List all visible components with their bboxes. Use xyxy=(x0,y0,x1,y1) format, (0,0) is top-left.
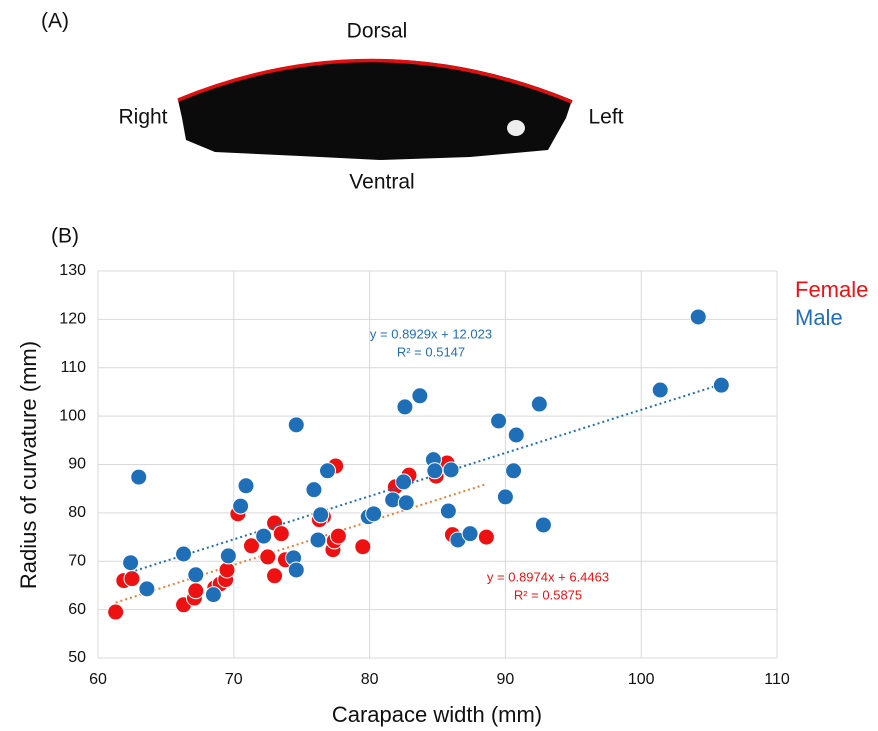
point xyxy=(478,529,494,545)
point xyxy=(188,567,204,583)
legend-entry: Female xyxy=(795,277,868,302)
y-tick-label: 130 xyxy=(59,262,86,279)
x-tick-label: 110 xyxy=(764,671,790,688)
x-axis-title: Carapace width (mm) xyxy=(332,702,542,727)
point xyxy=(508,427,524,443)
trend-equation: y = 0.8974x + 6.4463 xyxy=(487,569,609,584)
panel-label: (A) xyxy=(41,10,69,33)
point xyxy=(260,549,276,565)
point xyxy=(497,489,513,505)
y-tick-label: 120 xyxy=(59,311,86,328)
x-tick-label: 80 xyxy=(361,671,379,688)
point xyxy=(443,462,459,478)
trendline xyxy=(131,384,722,572)
point xyxy=(288,417,304,433)
point xyxy=(238,478,254,494)
point xyxy=(396,474,412,490)
point xyxy=(273,526,289,542)
y-tick-label: 60 xyxy=(68,601,86,618)
y-tick-label: 80 xyxy=(68,504,86,521)
orientation-label: Ventral xyxy=(349,171,414,194)
y-tick-label: 110 xyxy=(60,359,86,376)
x-tick-label: 70 xyxy=(225,671,243,688)
trendline xyxy=(116,484,487,603)
point xyxy=(310,532,326,548)
point xyxy=(652,382,668,398)
x-tick-label: 90 xyxy=(497,671,515,688)
point xyxy=(233,498,249,514)
carapace-image xyxy=(178,59,572,160)
orientation-label: Dorsal xyxy=(347,20,408,43)
point xyxy=(427,463,443,479)
legend-entry: Male xyxy=(795,305,843,330)
trend-r2: R² = 0.5875 xyxy=(514,587,582,602)
point xyxy=(397,399,413,415)
point xyxy=(306,482,322,498)
point xyxy=(219,562,235,578)
point xyxy=(531,396,547,412)
point xyxy=(131,469,147,485)
point xyxy=(320,463,336,479)
point xyxy=(690,309,706,325)
point xyxy=(398,495,414,511)
point xyxy=(506,463,522,479)
point xyxy=(440,503,456,519)
x-tick-label: 60 xyxy=(89,671,107,688)
y-tick-label: 50 xyxy=(68,649,86,666)
orientation-label: Right xyxy=(118,106,167,129)
point xyxy=(188,583,204,599)
point xyxy=(366,506,382,522)
point xyxy=(355,539,371,555)
panel-label: (B) xyxy=(51,225,79,248)
y-tick-label: 90 xyxy=(68,456,86,473)
point xyxy=(412,388,428,404)
point xyxy=(205,587,221,603)
point xyxy=(176,546,192,562)
y-tick-label: 100 xyxy=(59,407,86,424)
point xyxy=(462,526,478,542)
point xyxy=(535,517,551,533)
orientation-label: Left xyxy=(588,106,623,129)
trend-r2: R² = 0.5147 xyxy=(397,344,465,359)
point xyxy=(108,604,124,620)
point xyxy=(267,568,283,584)
point xyxy=(491,413,507,429)
point xyxy=(713,377,729,393)
y-tick-label: 70 xyxy=(68,552,86,569)
point xyxy=(124,571,140,587)
point xyxy=(139,581,155,597)
x-tick-label: 100 xyxy=(628,671,655,688)
point xyxy=(288,562,304,578)
point xyxy=(220,548,236,564)
point xyxy=(330,528,346,544)
point xyxy=(256,528,272,544)
point xyxy=(123,555,139,571)
figure: (A) Dorsal Right Left Ventral (B) Carapa… xyxy=(0,0,878,731)
point xyxy=(313,507,329,523)
y-axis-title: Radius of curvature (mm) xyxy=(16,341,41,589)
trend-equation: y = 0.8929x + 12.023 xyxy=(370,326,492,341)
